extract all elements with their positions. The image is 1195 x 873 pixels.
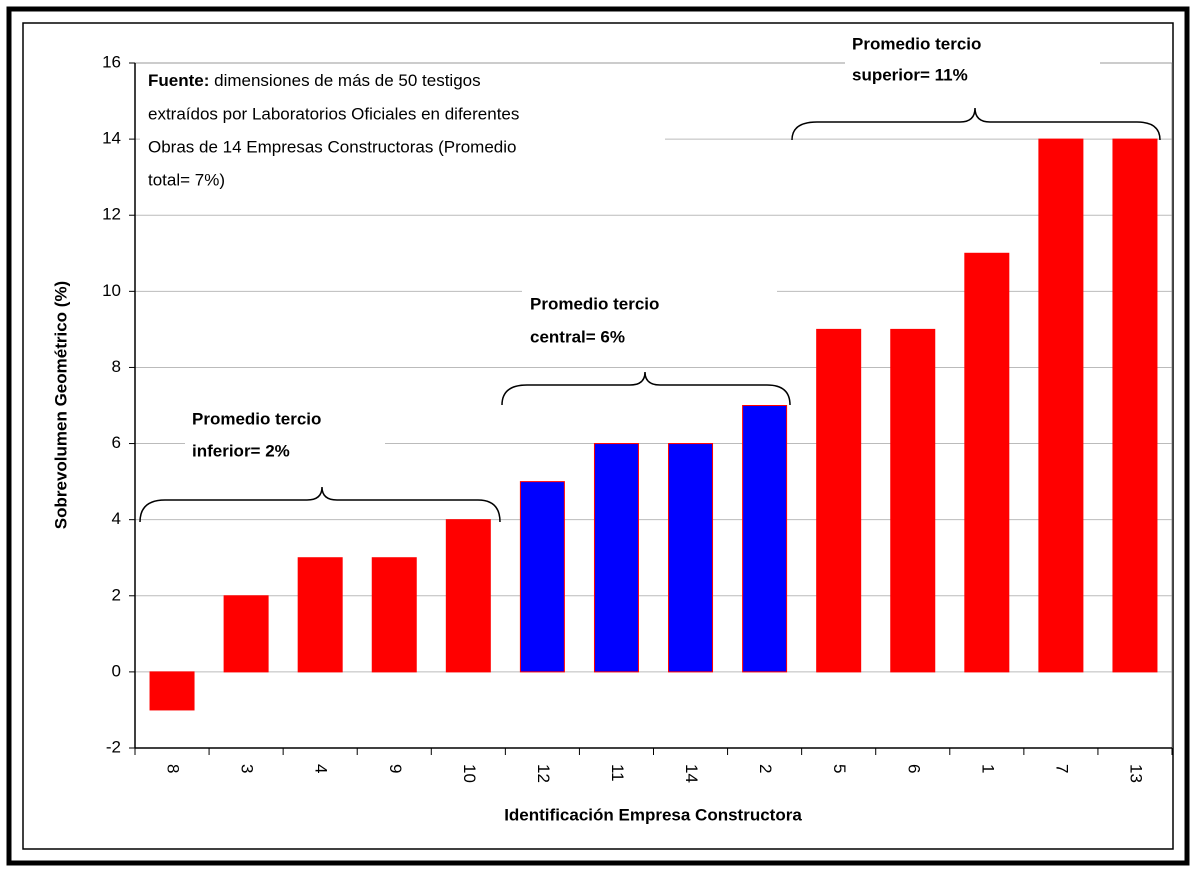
- source-box: [140, 66, 665, 190]
- y-tick-label: -2: [106, 737, 121, 756]
- x-tick-label: 10: [460, 764, 479, 783]
- y-tick-label: 0: [112, 661, 121, 680]
- y-tick-label: 2: [112, 585, 121, 604]
- bar: [371, 557, 417, 673]
- annotation: Promedio tercio: [530, 294, 659, 313]
- x-tick-label: 2: [756, 764, 775, 773]
- bar: [742, 405, 788, 673]
- x-tick-label: 14: [682, 764, 701, 783]
- x-tick-label: 12: [534, 764, 553, 783]
- bar: [223, 595, 269, 673]
- source-line: extraídos por Laboratorios Oficiales en …: [148, 104, 519, 123]
- annotation: superior= 11%: [852, 65, 968, 84]
- bracket: [501, 371, 791, 406]
- annotation: Promedio tercio: [852, 34, 981, 53]
- x-axis-label: Identificación Empresa Constructora: [504, 805, 802, 824]
- annotation: Promedio tercio: [192, 409, 321, 428]
- annotation-box: [185, 402, 385, 472]
- y-tick-label: 14: [102, 129, 121, 148]
- y-axis-label: Sobrevolumen Geométrico (%): [51, 281, 70, 529]
- bars: [149, 138, 1158, 711]
- x-tick-label: 4: [312, 764, 331, 773]
- x-tick-label: 9: [386, 764, 405, 773]
- bracket: [139, 486, 501, 523]
- x-tick-label: 8: [164, 764, 183, 773]
- y-tick-label: 4: [112, 509, 121, 528]
- annotation: inferior= 2%: [192, 441, 290, 460]
- x-tick-label: 3: [238, 764, 257, 773]
- bar: [519, 481, 565, 673]
- source-line: Obras de 14 Empresas Constructoras (Prom…: [148, 137, 517, 156]
- brackets: [139, 107, 1161, 523]
- bar: [149, 671, 195, 711]
- annotation-box: [845, 28, 1100, 94]
- bar: [445, 519, 491, 673]
- bar: [964, 252, 1010, 673]
- bar: [297, 557, 343, 673]
- inner-frame: [22, 22, 1174, 850]
- y-tick-label: 6: [112, 433, 121, 452]
- y-tick-label: 10: [102, 281, 121, 300]
- x-tick-label: 11: [608, 764, 627, 782]
- source-text: Fuente: dimensiones de más de 50 testigo…: [148, 71, 481, 90]
- annotation: central= 6%: [530, 327, 625, 346]
- x-tick-label: 13: [1126, 764, 1145, 783]
- bar: [1112, 138, 1158, 673]
- source-line: dimensiones de más de 50 testigos: [214, 71, 481, 90]
- x-tick-label: 5: [830, 764, 849, 773]
- x-tick-label: 7: [1052, 764, 1071, 773]
- annotation-box: [522, 288, 777, 358]
- bar: [668, 443, 714, 673]
- y-tick-label: 8: [112, 357, 121, 376]
- x-tick-label: 6: [904, 764, 923, 773]
- bar: [1038, 138, 1084, 673]
- x-tick-label: 1: [978, 764, 997, 773]
- y-tick-label: 12: [102, 205, 121, 224]
- bar: [890, 328, 936, 673]
- y-tick-label: 16: [102, 52, 121, 71]
- source-label: Fuente:: [148, 71, 209, 90]
- bar: [593, 443, 639, 673]
- bar: [816, 328, 862, 673]
- source-line: total= 7%): [148, 170, 225, 189]
- bracket: [791, 107, 1161, 141]
